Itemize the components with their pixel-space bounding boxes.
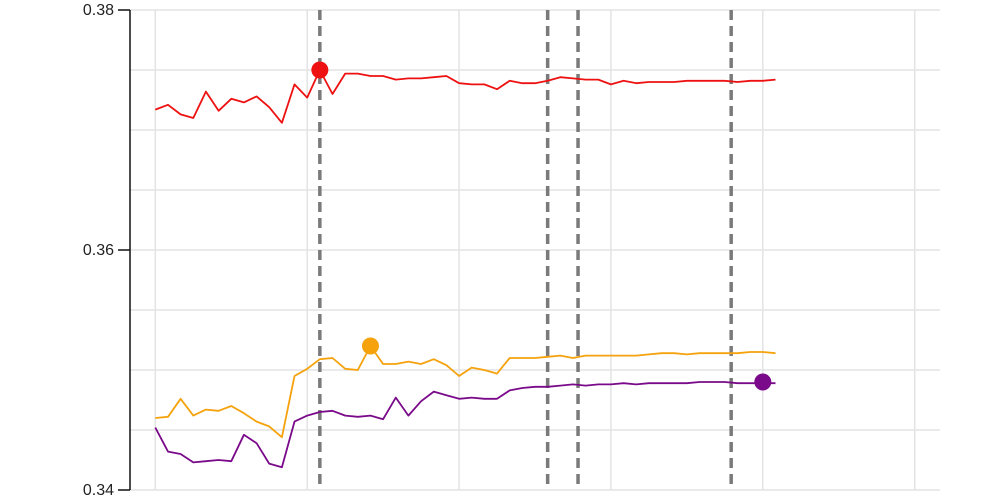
y-tick-label: 0.34 — [83, 482, 114, 499]
grid — [130, 9, 940, 491]
y-tick-label: 0.38 — [83, 2, 114, 19]
series-3-highlight-point — [754, 373, 772, 391]
y-tick-label: 0.36 — [83, 242, 114, 259]
series-1-highlight-point — [311, 61, 329, 79]
y-axis: 0.34 0.36 0.38 — [83, 2, 131, 499]
series-line-3 — [154, 381, 776, 469]
vertical-marker-lines — [318, 10, 733, 490]
series-line-2 — [155, 345, 776, 439]
series-2-highlight-point — [361, 337, 379, 355]
series-lines — [154, 61, 776, 469]
series-line-1 — [154, 69, 776, 124]
